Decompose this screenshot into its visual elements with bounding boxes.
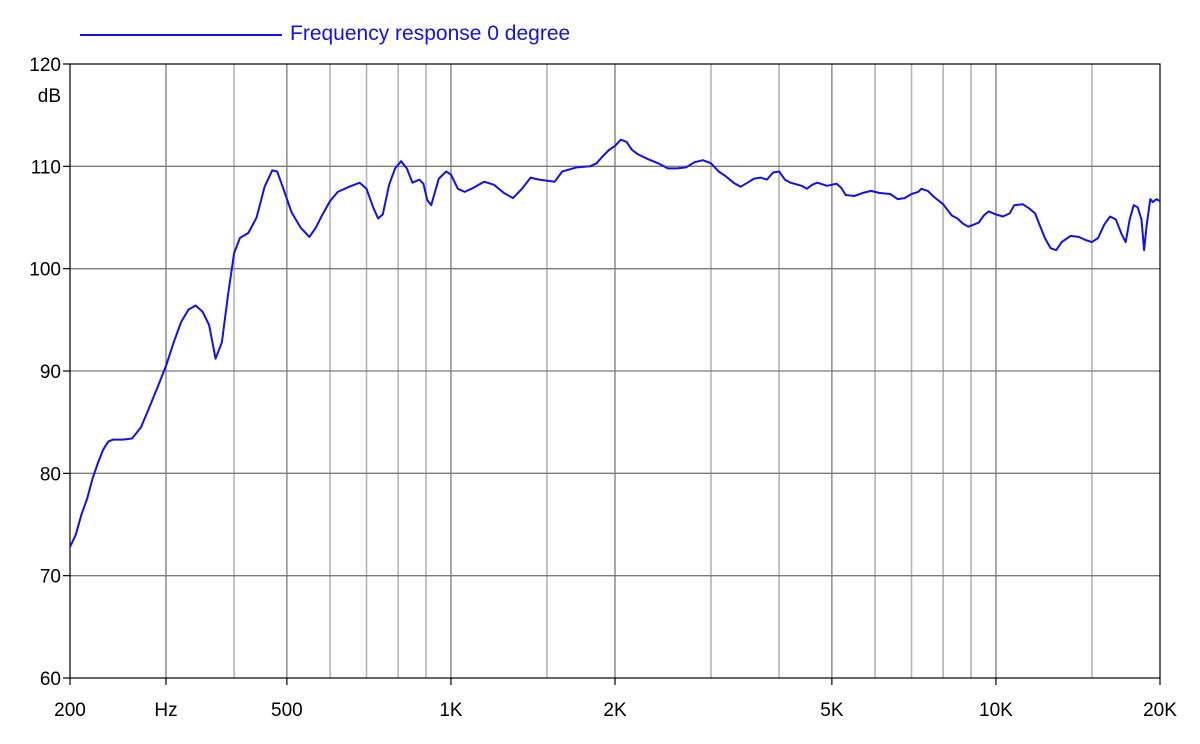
y-tick-label-110: 110	[31, 157, 61, 178]
x-tick-label-5000: 5K	[820, 700, 844, 721]
legend: Frequency response 0 degree	[80, 22, 570, 45]
x-tick-labels: 200 Hz 500 1K 2K 5K 10K 20K	[54, 678, 1177, 721]
x-tick-label-20000: 20K	[1143, 700, 1177, 721]
y-gridlines	[63, 63, 1160, 679]
y-tick-label-80: 80	[40, 464, 61, 485]
x-tick-label-300: Hz	[154, 700, 177, 721]
series-line-frequency-response	[69, 138, 1161, 548]
x-tick-label-1000: 1K	[439, 700, 463, 721]
y-tick-label-100: 100	[29, 260, 61, 281]
x-tick-label-500: 500	[271, 700, 303, 721]
y-tick-label-90: 90	[40, 362, 61, 383]
x-tick-label-200: 200	[54, 700, 86, 721]
y-tick-label-60: 60	[40, 669, 61, 690]
y-unit-label: dB	[38, 86, 61, 107]
y-tick-label-120: 120	[29, 55, 61, 76]
y-tick-label-70: 70	[40, 567, 61, 588]
x-tick-label-10000: 10K	[979, 700, 1013, 721]
y-tick-labels: 60 70 80 90 100 110 120	[29, 55, 61, 690]
x-tick-label-2000: 2K	[603, 700, 627, 721]
legend-label: Frequency response 0 degree	[290, 22, 570, 45]
